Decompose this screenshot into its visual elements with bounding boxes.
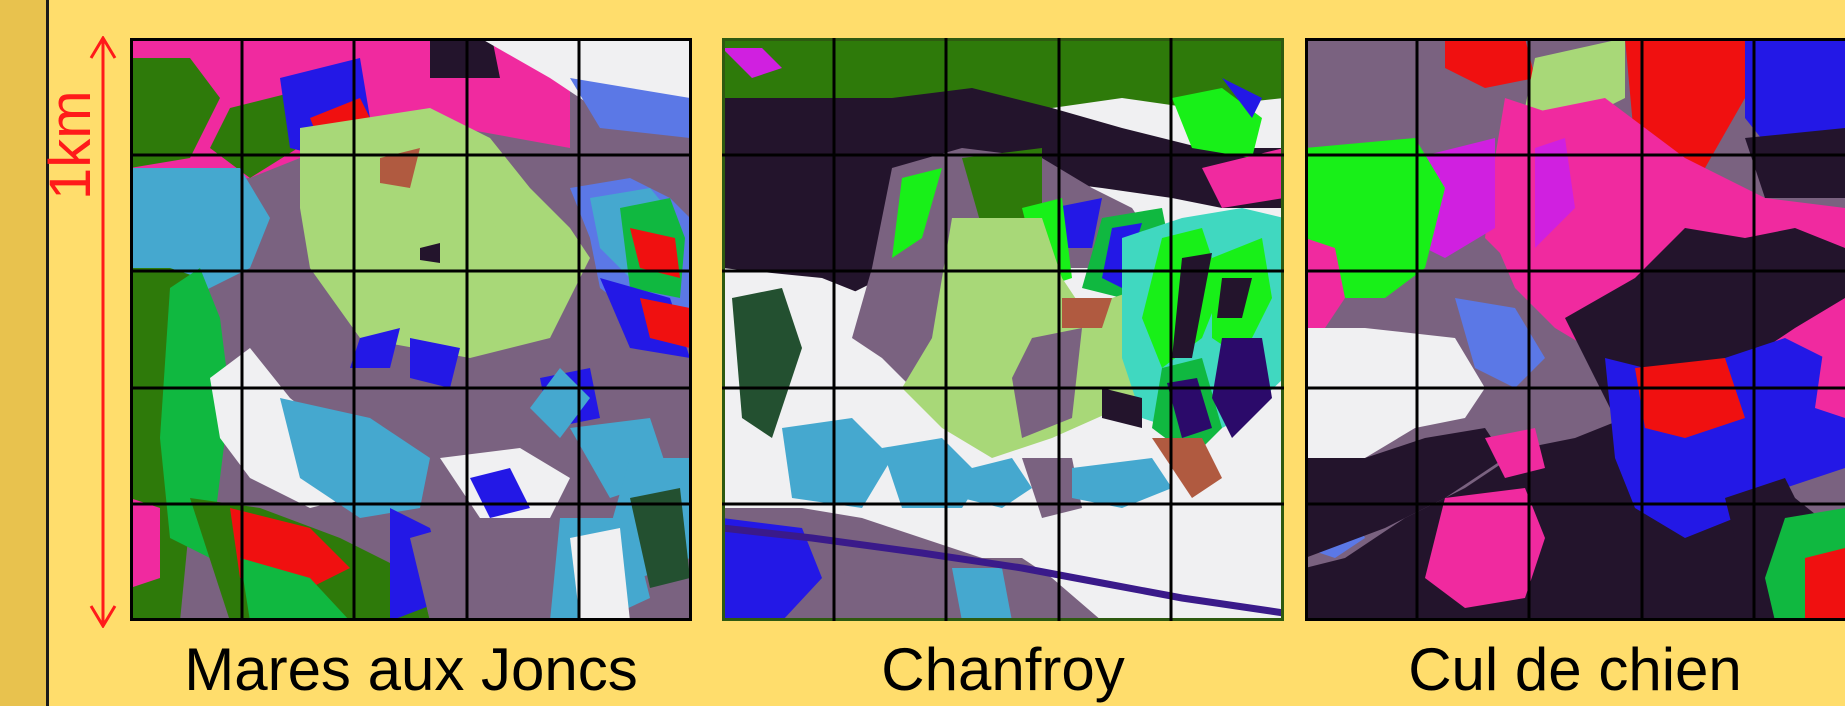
- map-panel-chanfroy: [722, 38, 1284, 621]
- left-margin-line: [46, 0, 49, 706]
- scale-arrow: [89, 36, 117, 628]
- map-caption-mares-aux-joncs: Mares aux Joncs: [184, 636, 638, 703]
- grid-overlay: [722, 38, 1284, 621]
- grid-overlay: [1305, 38, 1845, 621]
- left-margin-strip: [0, 0, 48, 706]
- grid-overlay: [130, 38, 692, 621]
- map-caption-chanfroy: Chanfroy: [881, 636, 1125, 703]
- map-panel-mares-aux-joncs: [130, 38, 692, 621]
- map-panel-cul-de-chien: [1305, 38, 1845, 621]
- map-caption-cul-de-chien: Cul de chien: [1408, 636, 1742, 703]
